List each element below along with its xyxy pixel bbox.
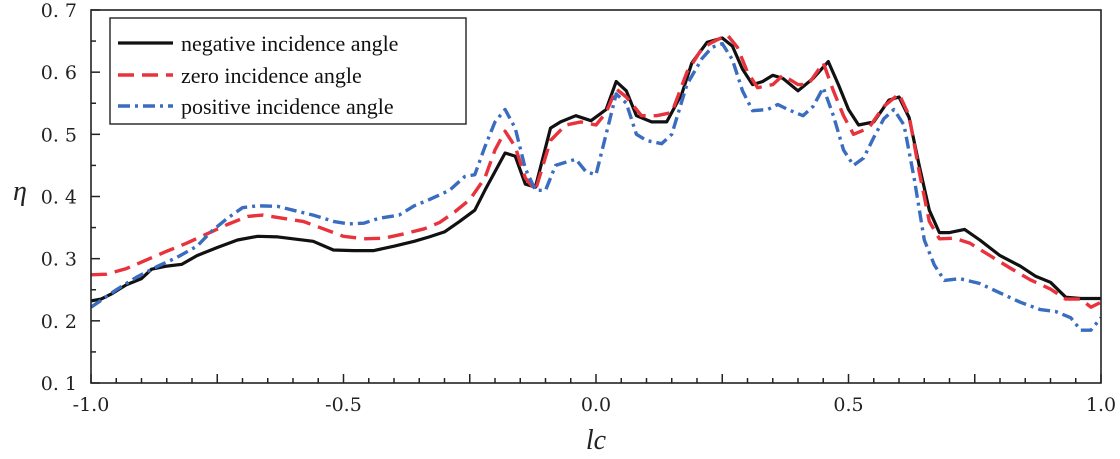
y-tick-label: 0. 5 [41,124,77,146]
y-axis-title: η [13,176,27,207]
ticks-layer: 0. 1 0. 2 0. 3 0. 4 0. 5 0. 6 0. 7 -1.0 -0.5 0.0 0… [41,0,1116,416]
y-tick-label: 0. 1 [41,373,77,395]
x-tick-label: 0.0 [581,394,611,416]
legend-label-positive: positive incidence angle [181,94,394,119]
y-tick-label: 0. 4 [41,187,77,209]
y-tick-label: 0. 7 [41,0,77,22]
series-line-positive [91,41,1101,332]
y-tick-label: 0. 3 [41,249,77,271]
series-line-negative [91,36,1101,303]
x-tick-label: 1.0 [1086,394,1116,416]
x-tick-label: -1.0 [73,394,110,416]
series-line-zero [91,33,1101,309]
legend: negative incidence angle zero incidence … [109,17,467,125]
series-layer [91,33,1101,332]
x-tick-label: 0.5 [833,394,863,416]
x-tick-label: -0.5 [325,394,362,416]
x-axis-title: lc [586,425,607,456]
y-tick-label: 0. 2 [41,311,77,333]
legend-label-zero: zero incidence angle [181,63,362,88]
legend-label-negative: negative incidence angle [181,31,398,56]
y-tick-label: 0. 6 [41,62,77,84]
